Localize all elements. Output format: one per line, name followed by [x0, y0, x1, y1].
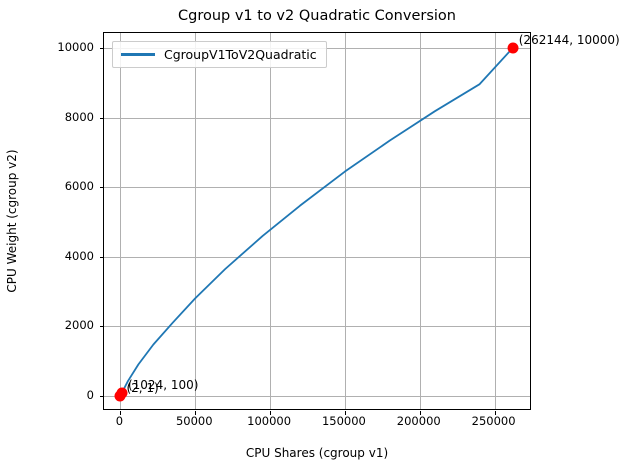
y-tick-mark: [100, 117, 104, 119]
x-tick-mark: [344, 411, 346, 415]
y-tick-label: 6000: [64, 179, 94, 194]
grid-line-horizontal: [104, 117, 530, 119]
x-tick-mark: [494, 411, 496, 415]
x-axis-label: CPU Shares (cgroup v1): [245, 446, 389, 460]
grid-line-vertical: [419, 33, 421, 409]
grid-line-horizontal: [104, 326, 530, 328]
legend[interactable]: CgroupV1ToV2Quadratic: [112, 41, 327, 68]
y-axis-label: CPU Weight (cgroup v2): [5, 149, 19, 293]
chart-title: Cgroup v1 to v2 Quadratic Conversion: [178, 8, 456, 24]
y-tick-mark: [100, 47, 104, 49]
x-tick-label: 200000: [396, 414, 441, 428]
y-tick-label: 10000: [57, 39, 94, 54]
legend-line-swatch: [121, 53, 155, 56]
plot-area: (2, 1) (1024, 100) (262144, 10000) CgroupV…: [100, 32, 620, 415]
point-annotation-label: (1024, 100): [127, 377, 199, 392]
y-tick-mark: [100, 187, 104, 189]
y-tick-label: 4000: [64, 248, 94, 263]
point-annotation-label: (2, 1): [126, 380, 159, 395]
y-tick-mark: [100, 396, 104, 398]
grid-line-horizontal: [104, 187, 530, 189]
x-tick-mark: [419, 411, 421, 415]
grid-line-vertical: [120, 33, 122, 409]
data-point-marker: [116, 387, 128, 399]
y-tick-mark: [100, 326, 104, 328]
y-tick-mark: [100, 256, 104, 258]
grid-line-vertical: [270, 33, 272, 409]
x-tick-label: 150000: [321, 414, 366, 428]
grid-line-horizontal: [104, 396, 530, 398]
y-tick-label: 2000: [64, 318, 94, 333]
legend-label: CgroupV1ToV2Quadratic: [164, 47, 317, 62]
x-tick-mark: [195, 411, 197, 415]
x-tick-label: 0: [115, 414, 124, 428]
grid-line-vertical: [344, 33, 346, 409]
y-tick-label: 8000: [64, 109, 94, 124]
grid-line-vertical: [195, 33, 197, 409]
x-tick-mark: [270, 411, 272, 415]
x-tick-mark: [120, 411, 122, 415]
x-tick-label: 50000: [175, 414, 213, 428]
data-point-marker: [507, 42, 519, 54]
grid-line-vertical: [494, 33, 496, 409]
grid-line-horizontal: [104, 256, 530, 258]
line-series-cgroupv1tov2quadratic: [119, 47, 514, 397]
x-tick-label: 250000: [471, 414, 516, 428]
y-tick-label: 0: [86, 388, 94, 403]
x-tick-label: 100000: [247, 414, 292, 428]
point-annotation-label: (262144, 10000): [518, 32, 620, 47]
